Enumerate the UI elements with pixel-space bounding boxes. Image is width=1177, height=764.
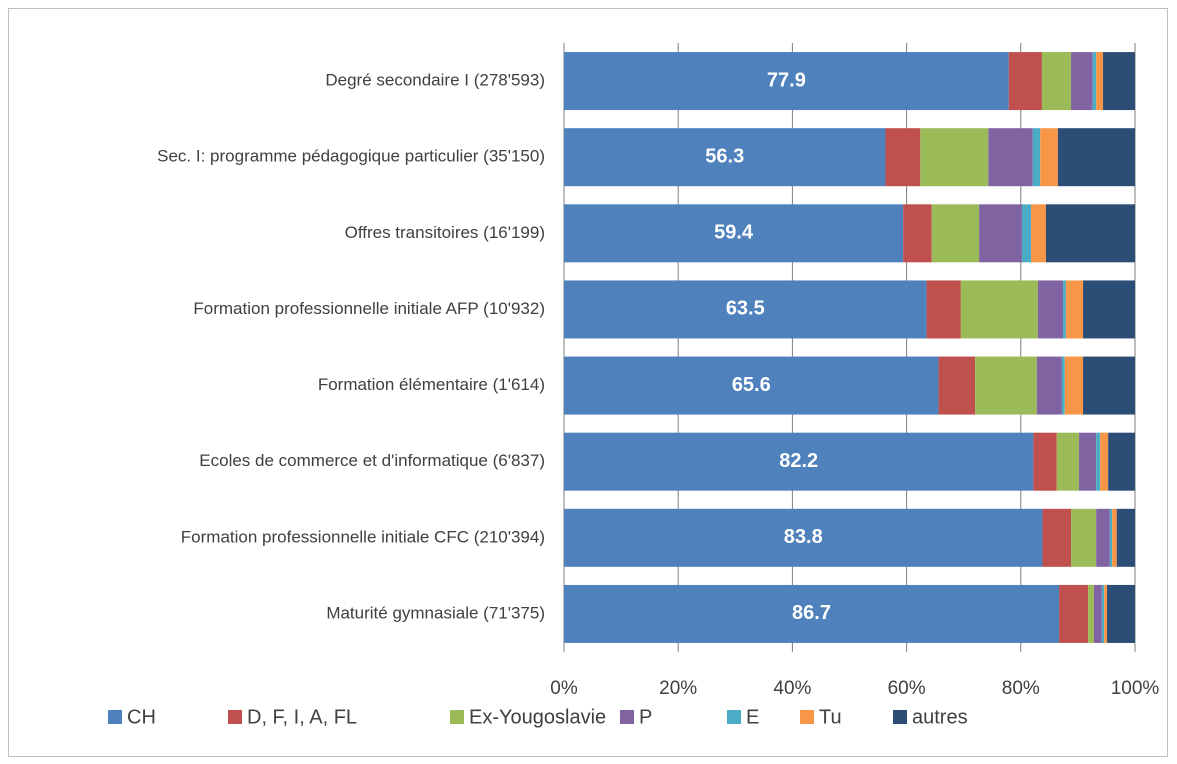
category-label: Maturité gymnasiale (71'375) (326, 603, 545, 622)
value-label: 59.4 (714, 222, 754, 244)
legend-label: D, F, I, A, FL (247, 706, 357, 728)
bar-segment (1107, 584, 1135, 643)
category-label: Formation élémentaire (1'614) (318, 375, 545, 394)
legend-label: E (746, 706, 759, 728)
bar-segment (938, 356, 976, 415)
bar-segment (1092, 52, 1097, 111)
bar-segment (564, 508, 1043, 567)
bar-segment (564, 584, 1060, 643)
bar-segment (1057, 128, 1135, 187)
bar-segment (1079, 432, 1097, 491)
bar-segment (1036, 356, 1062, 415)
bar-segment (1061, 356, 1065, 415)
bar-segment (1042, 508, 1072, 567)
legend-swatch (620, 710, 634, 724)
bar-segment (1059, 584, 1089, 643)
bar-segment (1116, 508, 1135, 567)
bar-segment (1093, 584, 1102, 643)
bar-segment (564, 204, 904, 263)
value-label: 63.5 (726, 298, 765, 320)
category-label: Degré secondaire I (278'593) (325, 71, 545, 90)
bar-segment (979, 204, 1022, 263)
bar-segment (1033, 432, 1057, 491)
category-label: Formation professionnelle initiale CFC (… (181, 527, 545, 546)
bar-segment (1056, 432, 1080, 491)
bar-segment (564, 356, 939, 415)
bar-segment (1037, 280, 1064, 339)
bar-segment (1083, 356, 1135, 415)
bar-segment (564, 280, 927, 339)
bar-segment (1071, 508, 1097, 567)
bar-segment (1031, 204, 1046, 263)
bar-segment (960, 280, 1038, 339)
bar-segment (564, 432, 1034, 491)
bar-segment (1032, 128, 1041, 187)
legend-swatch (727, 710, 741, 724)
legend-label: autres (912, 706, 968, 728)
bar-segment (1096, 508, 1110, 567)
value-label: 82.2 (779, 450, 818, 472)
x-tick-label: 40% (773, 678, 811, 699)
bar-segment (1064, 356, 1084, 415)
legend-swatch (108, 710, 122, 724)
value-label: 77.9 (767, 69, 806, 91)
bar-segment (975, 356, 1037, 415)
bar-segment (988, 128, 1033, 187)
legend-label: P (639, 706, 652, 728)
legend-label: Tu (819, 706, 842, 728)
bar-segment (1109, 508, 1113, 567)
category-label: Sec. I: programme pédagogique particulie… (157, 147, 545, 166)
bar-segment (931, 204, 980, 263)
category-label: Offres transitoires (16'199) (345, 223, 545, 242)
bar-segment (885, 128, 921, 187)
legend-swatch (893, 710, 907, 724)
legend-swatch (450, 710, 464, 724)
bar-segment (1041, 52, 1072, 111)
bar-segment (1108, 432, 1135, 491)
bar-segment (1096, 432, 1101, 491)
category-label: Ecoles de commerce et d'informatique (6'… (199, 451, 545, 470)
bar-segment (1071, 52, 1093, 111)
value-label: 86.7 (792, 602, 831, 624)
bar-segment (920, 128, 989, 187)
legend-label: Ex-Yougoslavie (469, 706, 606, 728)
category-label: Formation professionnelle initiale AFP (… (193, 299, 545, 318)
bar-segment (1112, 508, 1117, 567)
value-label: 56.3 (705, 145, 744, 167)
x-tick-label: 80% (1002, 678, 1040, 699)
bar-segment (1088, 584, 1094, 643)
x-tick-label: 20% (659, 678, 697, 699)
bar-segment (1096, 52, 1104, 111)
bar-segment (926, 280, 961, 339)
bar-segment (1045, 204, 1135, 263)
bar-segment (1040, 128, 1058, 187)
bar-segment (1021, 204, 1032, 263)
bar-segment (903, 204, 932, 263)
x-tick-label: 100% (1111, 678, 1160, 699)
x-tick-label: 0% (550, 678, 578, 699)
bar-segment (1104, 584, 1108, 643)
legend-label: CH (127, 706, 156, 728)
bar-segment (564, 128, 886, 187)
legend-swatch (800, 710, 814, 724)
bar-segment (1083, 280, 1135, 339)
bar-segment (1008, 52, 1042, 111)
bar-segment (1101, 584, 1105, 643)
bar-segment (1065, 280, 1084, 339)
bar-segment (1100, 432, 1109, 491)
bar-segment (1103, 52, 1135, 111)
legend-swatch (228, 710, 242, 724)
bar-segment (564, 52, 1009, 111)
x-tick-label: 60% (888, 678, 926, 699)
value-label: 65.6 (732, 374, 771, 396)
value-label: 83.8 (784, 526, 823, 548)
bar-segment (1063, 280, 1066, 339)
